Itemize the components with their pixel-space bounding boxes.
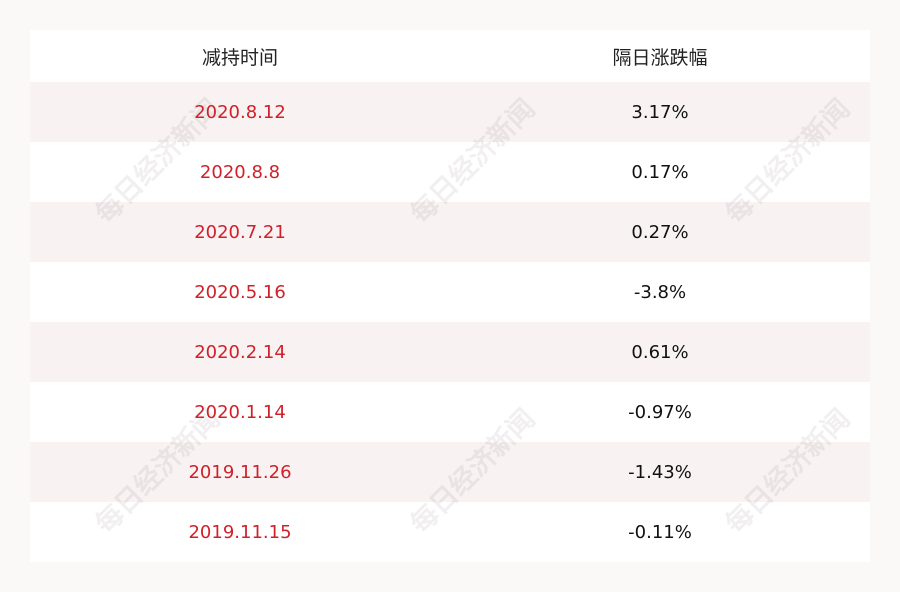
header-cell: 减持时间 (201, 46, 278, 69)
header-row: 减持时间 隔日涨跌幅 (30, 30, 870, 82)
table-row: 2019.11.26 -1.43% (30, 442, 870, 502)
table-row: 2020.2.14 0.61% (30, 322, 870, 382)
change-cell: -3.8% (633, 281, 687, 303)
change-cell: 3.17% (631, 101, 689, 123)
date-cell: 2020.2.14 (194, 341, 286, 363)
table-row: 2019.11.15 -0.11% (30, 502, 870, 562)
table-row: 2020.8.8 0.17% (30, 142, 870, 202)
date-cell: 2020.7.21 (194, 221, 286, 243)
change-cell: 0.61% (631, 341, 689, 363)
table-row: 2020.1.14 -0.97% (30, 382, 870, 442)
date-cell: 2020.8.12 (194, 101, 286, 123)
table: 减持时间 隔日涨跌幅 2020.8.12 3.17% 2020.8.8 0.17% 2020… (30, 30, 870, 562)
table-row: 2020.7.21 0.27% (30, 202, 870, 262)
date-cell: 2020.5.16 (194, 281, 286, 303)
table-row: 2020.8.12 3.17% (30, 82, 870, 142)
change-cell: -0.97% (628, 401, 692, 423)
change-cell: 0.27% (631, 221, 689, 243)
change-cell: -1.43% (628, 461, 692, 483)
header-cell: 隔日涨跌幅 (612, 46, 708, 69)
change-cell: -0.11% (628, 521, 692, 543)
date-cell: 2020.8.8 (199, 161, 281, 183)
date-cell: 2019.11.15 (188, 521, 292, 543)
change-cell: 0.17% (631, 161, 689, 183)
date-cell: 2019.11.26 (188, 461, 292, 483)
table-row: 2020.5.16 -3.8% (30, 262, 870, 322)
date-cell: 2020.1.14 (194, 401, 286, 423)
